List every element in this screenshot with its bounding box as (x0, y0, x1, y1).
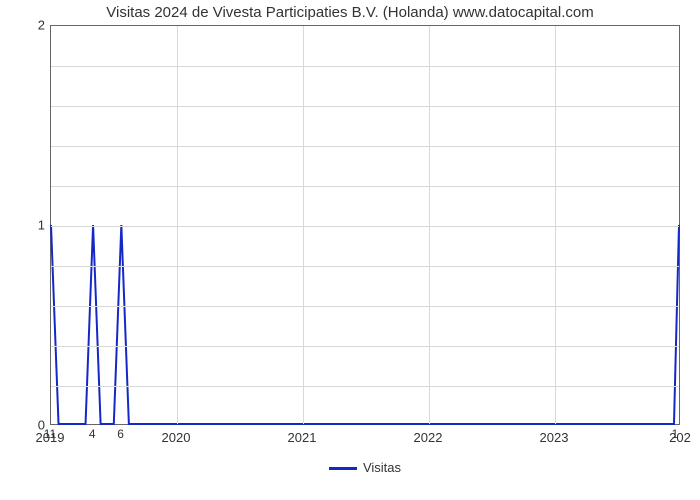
chart-title: Visitas 2024 de Vivesta Participaties B.… (0, 4, 700, 21)
data-point-label: 4 (89, 427, 96, 441)
hgrid-minor (51, 386, 679, 387)
hgrid-minor (51, 266, 679, 267)
plot-area (50, 25, 680, 425)
y-tick-label: 1 (38, 218, 45, 233)
chart-container: Visitas 2024 de Vivesta Participaties B.… (0, 0, 700, 500)
y-tick-label: 2 (38, 18, 45, 33)
hgrid (51, 226, 679, 227)
hgrid-minor (51, 106, 679, 107)
legend: Visitas (50, 460, 680, 475)
vgrid (555, 26, 556, 424)
x-tick-label: 2023 (540, 430, 569, 445)
vgrid (429, 26, 430, 424)
hgrid-minor (51, 346, 679, 347)
hgrid-minor (51, 306, 679, 307)
x-tick-label: 2021 (288, 430, 317, 445)
data-point-label: 11 (44, 427, 56, 441)
legend-label: Visitas (363, 460, 401, 475)
legend-swatch (329, 467, 357, 470)
vgrid (303, 26, 304, 424)
x-tick-label: 2020 (162, 430, 191, 445)
line-series (51, 26, 679, 424)
hgrid-minor (51, 186, 679, 187)
data-point-label: 1 (672, 427, 679, 441)
hgrid-minor (51, 66, 679, 67)
vgrid (177, 26, 178, 424)
data-point-label: 6 (117, 427, 124, 441)
hgrid-minor (51, 146, 679, 147)
x-tick-label: 2022 (414, 430, 443, 445)
